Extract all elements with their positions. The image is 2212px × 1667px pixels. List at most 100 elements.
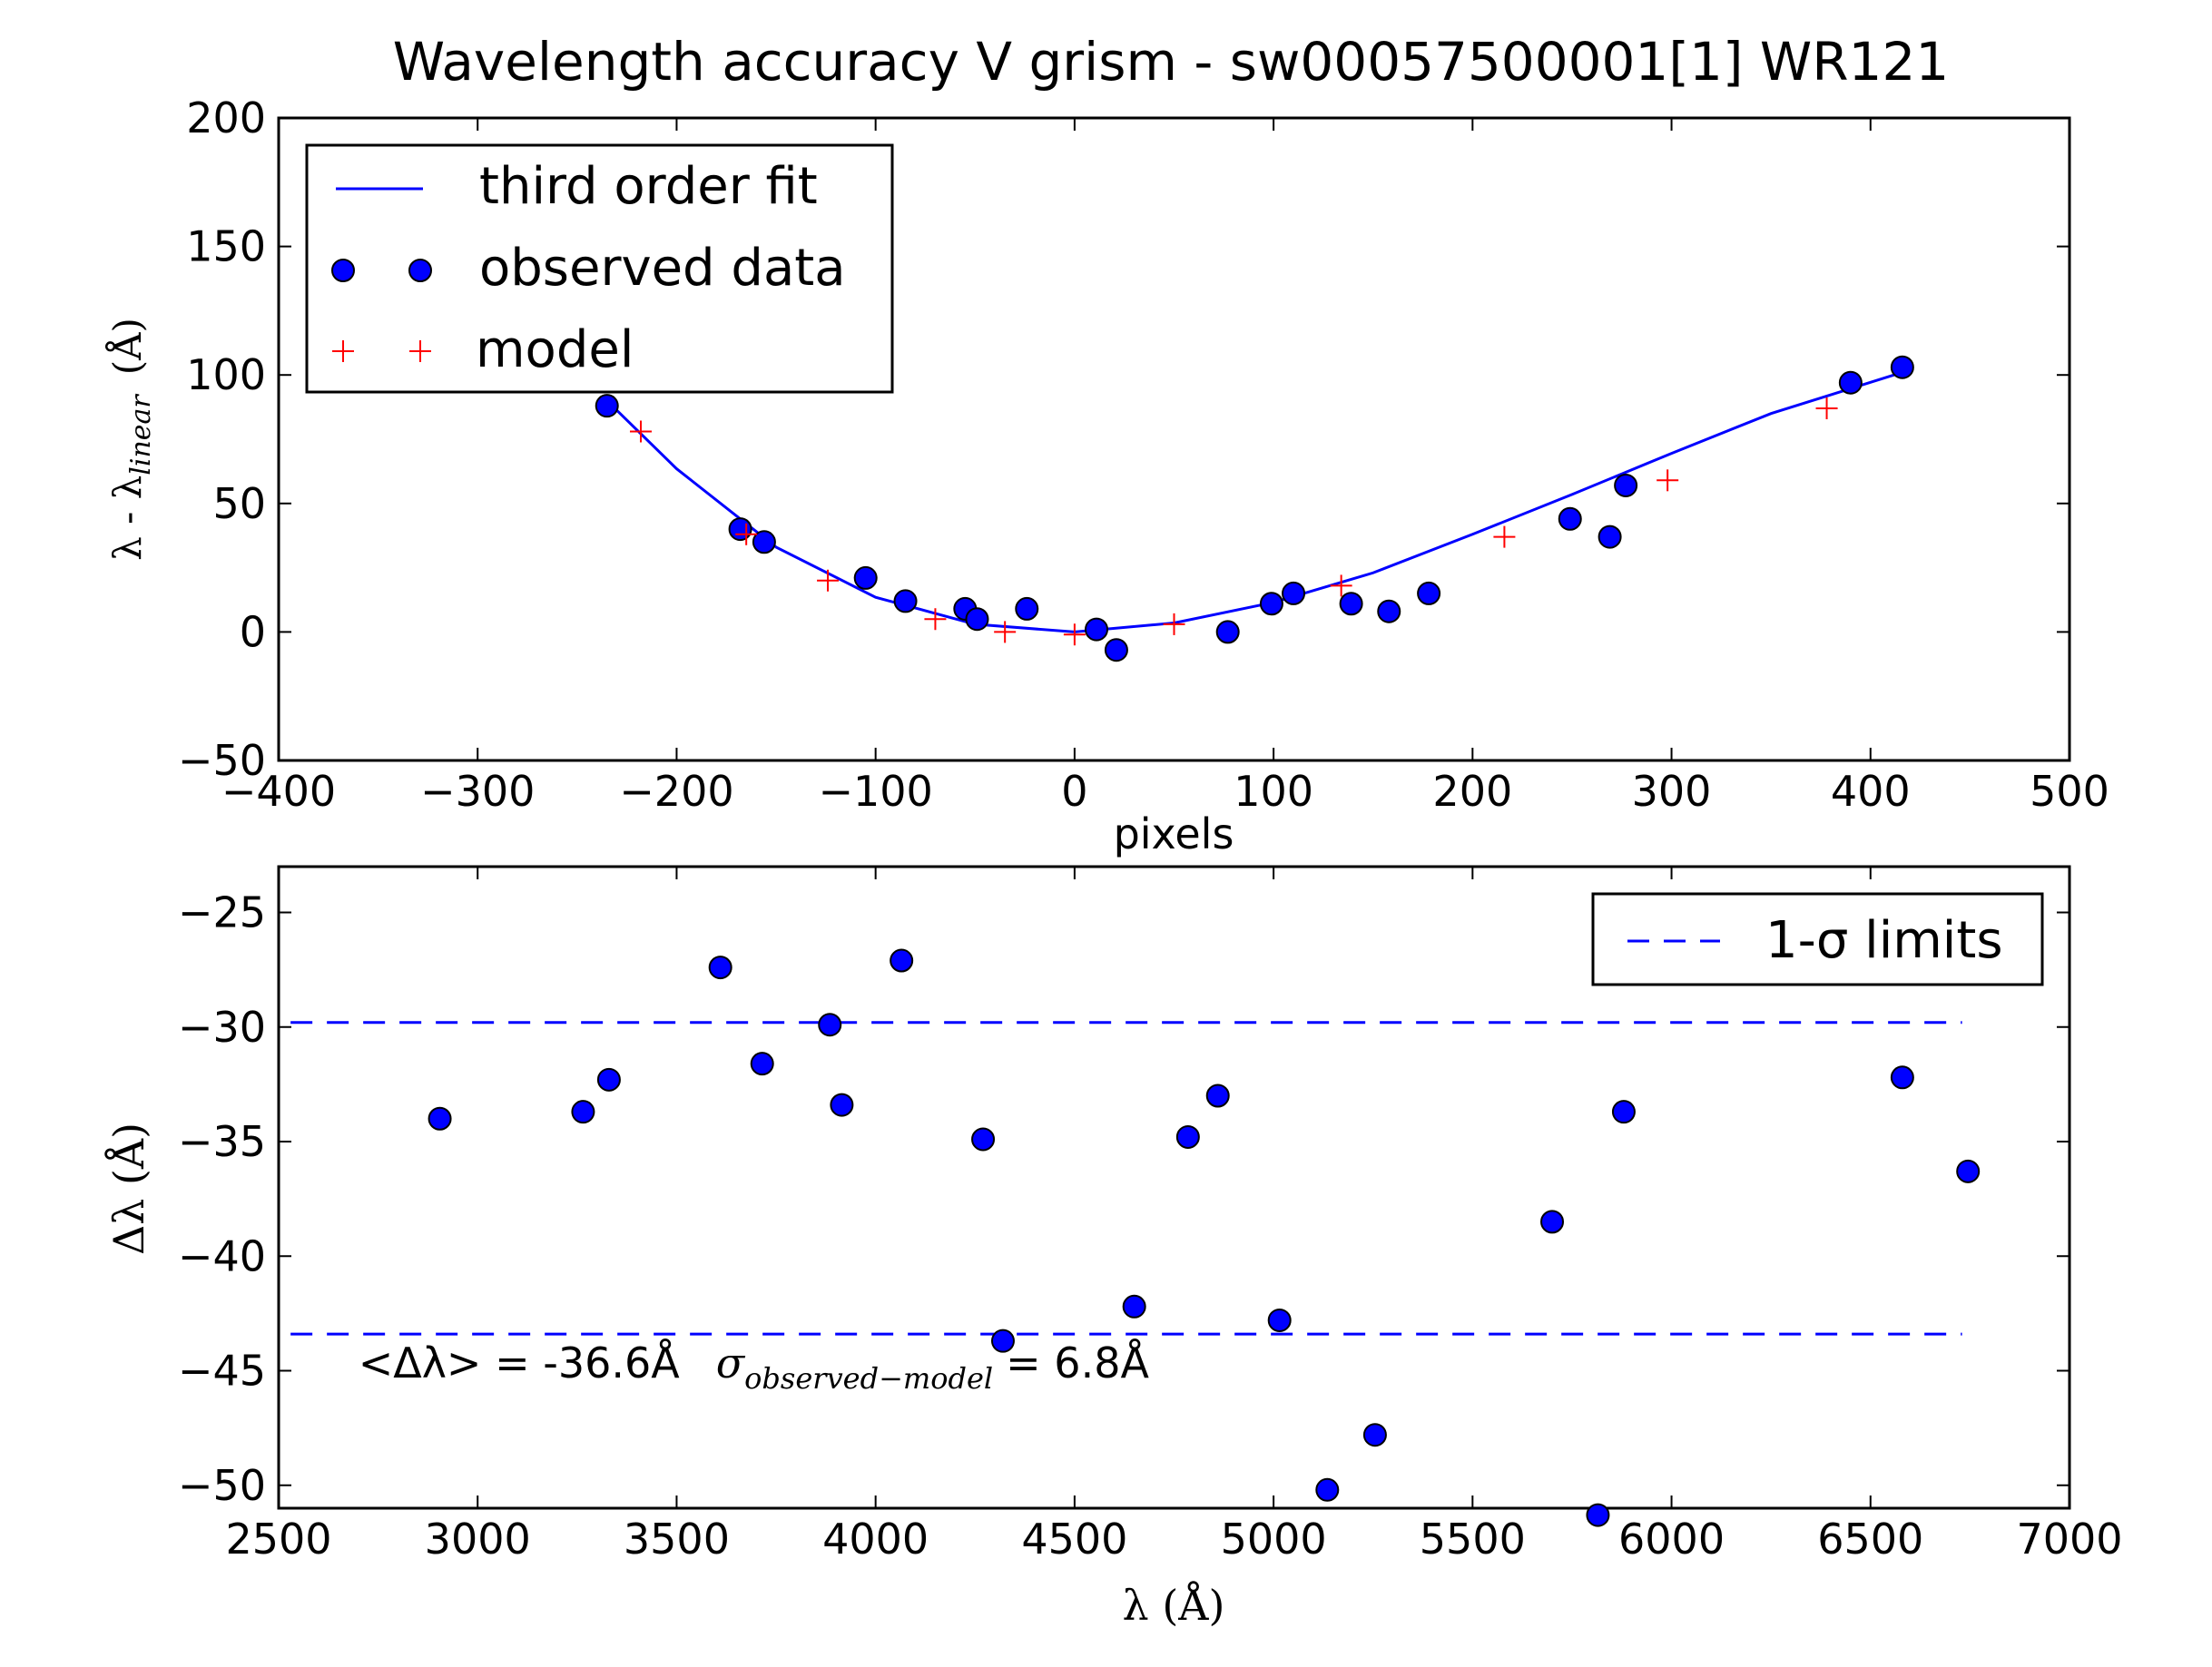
observed-point — [571, 1100, 595, 1124]
observed-point — [1282, 581, 1306, 605]
model-point — [1330, 574, 1352, 597]
fit-line — [605, 370, 1903, 633]
x-tick-label: 400 — [1831, 767, 1911, 816]
bottom-y-ticks: −25 −30 −35 −40 −45 −50 — [178, 888, 2069, 1510]
top-y-axis-label: λ - λlinear (Å) — [104, 318, 157, 561]
observed-point — [1015, 596, 1039, 621]
model-point — [629, 420, 652, 443]
mean-sigma-annotation: <Δλ> = -36.6Å σobserved−model = 6.8Å — [359, 1339, 1150, 1396]
x-tick-label: −400 — [221, 767, 336, 816]
x-tick-label: 2500 — [225, 1515, 331, 1564]
x-tick-label: 5000 — [1221, 1515, 1327, 1564]
observed-point — [971, 1127, 996, 1152]
x-tick-label: 200 — [1432, 767, 1512, 816]
observed-point — [1598, 525, 1622, 549]
observed-point — [1540, 1210, 1565, 1234]
top-y-axis-label-main: λ - λ — [105, 476, 150, 561]
sigma-value-text: = 6.8Å — [1006, 1339, 1149, 1388]
bottom-chart: 2500 3000 3500 4000 4500 5000 5500 6000 6500 7000… — [103, 865, 2123, 1630]
bottom-legend-box — [1591, 892, 2044, 986]
x-tick-label: 0 — [1061, 767, 1087, 816]
y-tick-label: −25 — [178, 888, 266, 937]
observed-point — [708, 956, 732, 980]
observed-point — [1104, 638, 1128, 662]
model-point — [1063, 623, 1086, 646]
x-tick-label: −200 — [619, 767, 733, 816]
observed-point — [890, 948, 914, 973]
y-tick-label: 150 — [186, 222, 266, 271]
observed-point — [1215, 620, 1240, 644]
observed-point — [1890, 355, 1914, 379]
legend-item-fit: third order fit — [479, 157, 818, 216]
y-tick-label: −35 — [178, 1117, 266, 1166]
bottom-data-marks — [428, 948, 1981, 1527]
y-tick-label: 200 — [186, 93, 266, 142]
observed-point — [893, 589, 918, 613]
model-point — [735, 523, 758, 545]
y-tick-label: −50 — [178, 736, 266, 785]
observed-point — [595, 394, 619, 418]
third-order-fit-line — [605, 370, 1903, 633]
x-tick-label: 3500 — [624, 1515, 730, 1564]
top-x-ticks: −400 −300 −200 −100 0 100 200 300 400 500 — [221, 118, 2109, 816]
x-tick-label: −300 — [420, 767, 535, 816]
y-tick-label: −40 — [178, 1231, 266, 1280]
x-tick-label: 100 — [1234, 767, 1313, 816]
observed-point — [1315, 1477, 1340, 1502]
observed-point — [1586, 1503, 1610, 1527]
observed-point — [818, 1013, 842, 1037]
observed-point — [990, 1329, 1015, 1353]
observed-point — [1838, 370, 1863, 395]
observed-point — [853, 565, 878, 590]
observed-point — [1611, 1100, 1636, 1124]
y-tick-label: −50 — [178, 1461, 266, 1510]
x-tick-label: 5500 — [1420, 1515, 1526, 1564]
mean-delta-text: <Δλ> = -36.6Å — [359, 1339, 681, 1388]
bottom-x-ticks: 2500 3000 3500 4000 4500 5000 5500 6000 6500 7000 — [225, 867, 2123, 1564]
legend-item-observed: observed data — [479, 239, 846, 298]
legend-observed-marker-2 — [408, 259, 432, 282]
observed-point — [1259, 592, 1283, 616]
observed-point — [428, 1106, 452, 1131]
top-y-axis-label-sub: linear — [125, 394, 157, 476]
bottom-y-axis-label: Δλ (Å) — [103, 1123, 153, 1255]
observed-point — [1614, 473, 1638, 497]
svg-text:λ - λlinear(Å): λ - λlinear (Å) — [104, 318, 157, 561]
legend-model-marker-1 — [332, 340, 354, 362]
chart-title: Wavelength accuracy V grism - sw00057500… — [393, 31, 1950, 93]
observed-point — [1339, 592, 1363, 616]
model-point — [994, 621, 1017, 643]
top-legend: third order fit observed data model — [305, 143, 894, 394]
model-point — [1493, 525, 1516, 548]
y-tick-label: −30 — [178, 1003, 266, 1052]
y-tick-label: 0 — [240, 607, 266, 656]
model-point — [1657, 469, 1679, 492]
bottom-x-axis-label: λ (Å) — [1123, 1580, 1225, 1630]
legend-item-model: model — [476, 320, 634, 379]
observed-point — [752, 530, 776, 554]
observed-point — [1267, 1308, 1292, 1332]
x-tick-label: 7000 — [2016, 1515, 2122, 1564]
observed-point — [1956, 1159, 1981, 1183]
top-y-ticks: −50 0 50 100 150 200 — [178, 93, 2069, 785]
x-tick-label: 4500 — [1021, 1515, 1127, 1564]
x-tick-label: 500 — [2030, 767, 2109, 816]
observed-point — [1377, 599, 1401, 623]
x-tick-label: 6000 — [1618, 1515, 1725, 1564]
top-x-axis-label: pixels — [1114, 809, 1234, 858]
bottom-legend: 1-σ limits — [1591, 892, 2044, 986]
top-chart: Wavelength accuracy V grism - sw00057500… — [104, 31, 2109, 858]
observed-point — [1175, 1124, 1200, 1149]
top-y-axis-label-unit: (Å) — [104, 318, 150, 375]
top-plot-frame — [277, 116, 2071, 762]
legend-item-sigma: 1-σ limits — [1765, 911, 2003, 970]
x-tick-label: 4000 — [822, 1515, 929, 1564]
y-tick-label: 50 — [212, 479, 266, 528]
sigma-subscript: observed−model — [744, 1361, 993, 1396]
observed-point — [1205, 1084, 1230, 1108]
model-point — [1815, 397, 1838, 420]
bottom-plot-frame — [277, 865, 2071, 1510]
model-point — [924, 608, 947, 631]
x-tick-label: 300 — [1632, 767, 1712, 816]
